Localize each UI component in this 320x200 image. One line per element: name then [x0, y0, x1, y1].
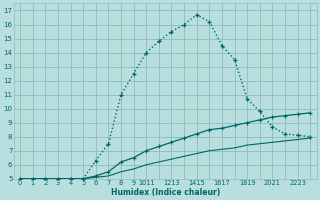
X-axis label: Humidex (Indice chaleur): Humidex (Indice chaleur) [111, 188, 220, 197]
